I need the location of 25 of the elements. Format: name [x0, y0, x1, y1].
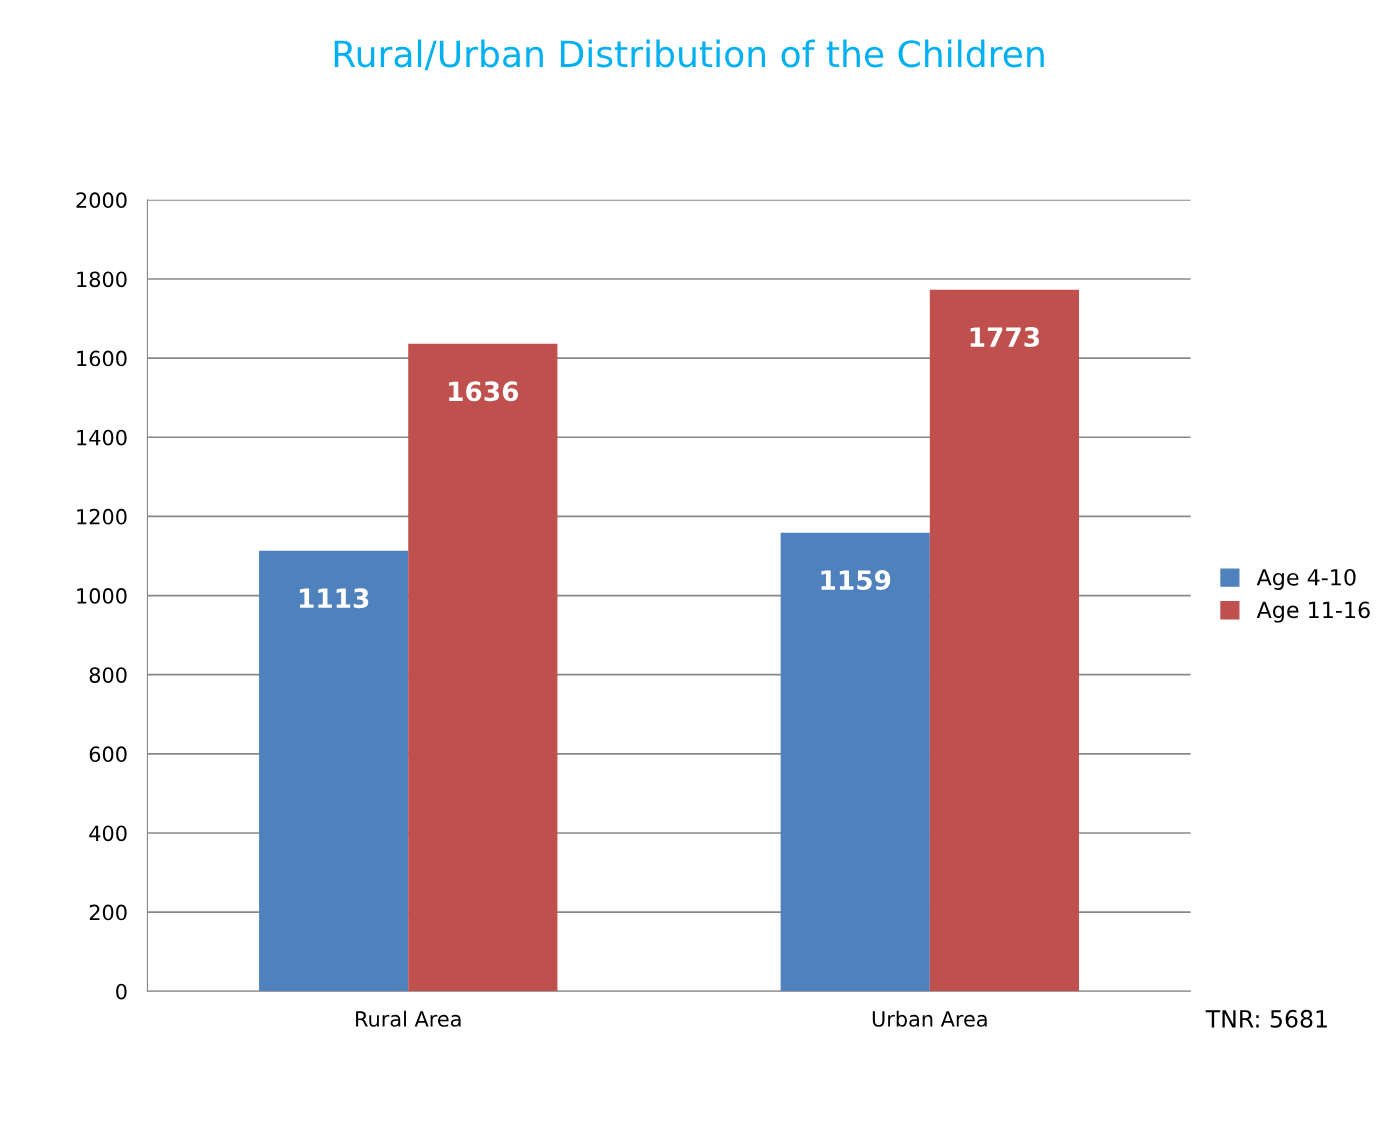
y-tick-label: 200 — [89, 904, 127, 921]
y-tick-label: 0 — [116, 983, 127, 1000]
text: TNR: 5681 — [1205, 1009, 1327, 1028]
y-tick-label: 1400 — [77, 429, 127, 446]
chart-title: Rural/Urban Distribution of the Children — [334, 39, 1044, 71]
data-label: 1113 — [299, 588, 369, 609]
data-label: 1773 — [970, 327, 1040, 348]
y-tick-label: 800 — [89, 667, 127, 683]
y-tick-label: 1200 — [77, 508, 127, 525]
x-tick-label: Rural Area — [356, 1010, 461, 1027]
y-tick-label: 1800 — [77, 271, 127, 288]
data-label: 1636 — [449, 381, 519, 402]
y-tick-label: 400 — [89, 825, 127, 842]
bar — [929, 289, 1079, 992]
y-tick-label: 2000 — [76, 192, 127, 209]
y-tick-label: 1000 — [77, 588, 127, 604]
x-tick-label: Urban Area — [872, 1010, 987, 1027]
data-label: 1159 — [821, 570, 891, 591]
legend-label: Age 11-16 — [1256, 601, 1370, 623]
y-tick-label: 600 — [89, 746, 127, 763]
bar — [259, 550, 409, 992]
y-tick-label: 1600 — [77, 350, 127, 367]
bar — [408, 343, 558, 992]
legend-label: Age 4-10 — [1256, 568, 1356, 590]
bar — [780, 532, 930, 992]
